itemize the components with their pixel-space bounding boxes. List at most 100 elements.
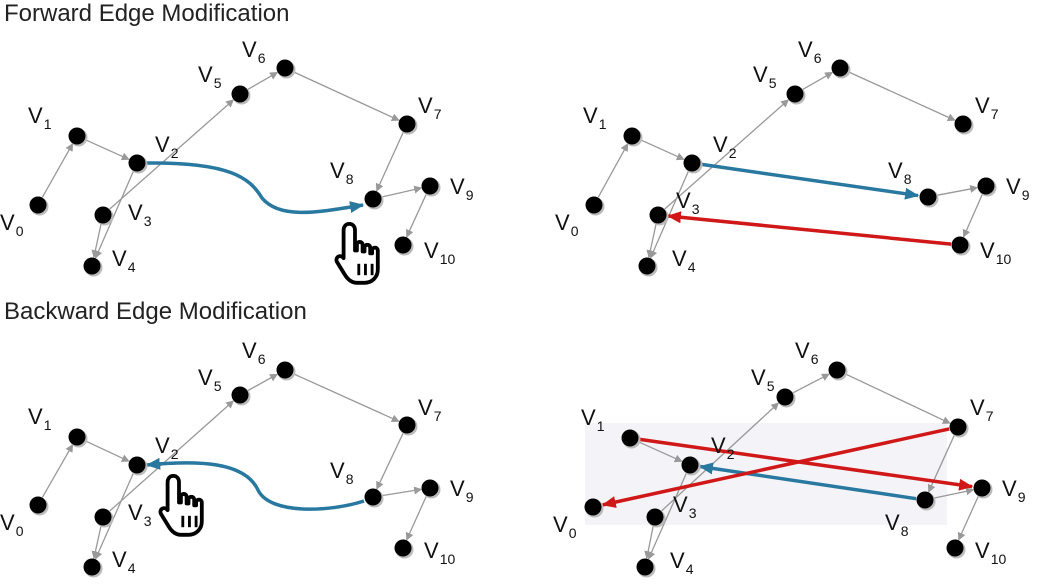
forward-before-node-v9: [421, 177, 439, 195]
forward-after-node-v7: [954, 115, 972, 133]
forward-before-edge-v7-v8: [375, 131, 404, 192]
forward-before-label-v2: V2: [155, 132, 179, 161]
backward-after-node-v7: [949, 418, 967, 436]
backward-before-edge-v6-v7: [292, 373, 400, 423]
forward-after-label-v1: V1: [583, 103, 607, 132]
backward-before-label-v3: V3: [128, 500, 152, 529]
backward-after-node-v10: [946, 539, 964, 557]
backward-before-node-v8: [364, 488, 382, 506]
pointer-hand-icon: [158, 473, 204, 537]
backward-after-label-v6: V6: [795, 338, 819, 367]
forward-after-node-v4: [638, 257, 656, 275]
forward-before-label-v6: V6: [242, 37, 266, 66]
forward-after-edge-v3-v4: [646, 223, 657, 259]
forward-before-node-v1: [68, 127, 86, 145]
backward-after-label-v2: V2: [711, 433, 735, 462]
backward-before-label-v10: V10: [424, 538, 455, 567]
backward-after-edge-v1-v2: [637, 441, 683, 463]
backward-after-edge-v3-v5: [661, 402, 780, 512]
backward-after-node-v0: [584, 498, 602, 516]
backward-after-label-v3: V3: [673, 492, 697, 521]
forward-before-label-v5: V5: [198, 62, 222, 91]
forward-after-label-v5: V5: [753, 62, 777, 91]
forward-before-modified-edge: [145, 161, 364, 215]
forward-before-edge-v9-v10: [406, 193, 427, 238]
backward-before-label-v7: V7: [418, 395, 442, 424]
backward-after-label-v5: V5: [751, 365, 775, 394]
forward-after-edge-v9-v10: [962, 193, 983, 238]
backward-after-modified-edge: [698, 462, 917, 501]
backward-after-reversed-edge-v1-v9: [638, 437, 974, 491]
forward-before-edge-v8-v9: [381, 185, 423, 198]
forward-after-node-v1: [623, 127, 641, 145]
backward-before-node-v2: [128, 456, 146, 474]
forward-after-node-v6: [831, 59, 849, 77]
forward-before-label-v9: V9: [450, 174, 474, 203]
backward-before-label-v5: V5: [198, 365, 222, 394]
forward-before-edge-v1-v2: [84, 139, 130, 161]
backward-before-edge-v5-v6: [247, 373, 279, 392]
backward-before-edge-v7-v8: [376, 432, 404, 490]
backward-after-edge-v8-v9: [933, 487, 975, 499]
backward-after-edge-v9-v10: [957, 495, 979, 541]
forward-before-edge-v6-v7: [292, 71, 400, 121]
forward-after-reversed-edge: [666, 211, 952, 246]
forward-after-label-v0: V0: [555, 210, 579, 239]
backward-after-label-v7: V7: [970, 395, 994, 424]
forward-before-edge-v2-v4: [94, 170, 134, 259]
forward-before-label-v3: V3: [128, 200, 152, 229]
backward-after-node-v2: [681, 456, 699, 474]
backward-before-node-v1: [68, 428, 86, 446]
backward-after-label-v8: V8: [885, 510, 909, 539]
forward-before-edge-v3-v5: [109, 99, 235, 210]
backward-after-label-v4: V4: [670, 548, 694, 577]
backward-after-node-v9: [973, 479, 991, 497]
backward-after-edge-v5-v6: [792, 373, 830, 394]
forward-after-node-v9: [977, 177, 995, 195]
backward-after-node-v5: [776, 388, 794, 406]
forward-before-label-v4: V4: [112, 246, 136, 275]
forward-before-label-v8: V8: [330, 158, 354, 187]
backward-before-edge-v8-v9: [381, 486, 423, 497]
forward-before-node-v4: [83, 257, 101, 275]
forward-after-node-v8: [919, 188, 937, 206]
forward-after-label-v3: V3: [676, 188, 700, 217]
backward-after-node-v6: [828, 361, 846, 379]
forward-after-edge-v8-v9: [936, 185, 979, 196]
forward-after-label-v9: V9: [1006, 174, 1030, 203]
forward-after-label-v8: V8: [888, 158, 912, 187]
forward-before-edge-v3-v4: [91, 223, 102, 259]
forward-title: Forward Edge Modification: [4, 0, 290, 27]
forward-after-edge-v0-v1: [597, 143, 629, 198]
backward-after-label-v1: V1: [581, 405, 605, 434]
forward-before-label-v1: V1: [28, 103, 52, 132]
forward-before-node-v10: [394, 236, 412, 254]
forward-after-modified-edge: [700, 162, 920, 200]
backward-title: Backward Edge Modification: [4, 298, 307, 325]
backward-before-node-v7: [398, 416, 416, 434]
backward-before-node-v3: [94, 508, 112, 526]
backward-after-edge-v6-v7: [844, 373, 951, 424]
backward-before-edge-v2-v4: [94, 472, 134, 560]
backward-before-label-v0: V0: [0, 510, 24, 539]
backward-before-node-v0: [29, 496, 47, 514]
backward-after-edge-v3-v4: [644, 525, 654, 560]
backward-before-node-v4: [83, 558, 101, 576]
forward-before-label-v0: V0: [0, 210, 24, 239]
backward-before-label-v6: V6: [242, 338, 266, 367]
backward-after-node-v3: [646, 508, 664, 526]
forward-after-node-v10: [951, 236, 969, 254]
backward-before-edge-v0-v1: [41, 443, 74, 498]
forward-before-label-v10: V10: [424, 238, 455, 267]
backward-before-label-v1: V1: [28, 404, 52, 433]
forward-after-label-v6: V6: [798, 37, 822, 66]
backward-before-node-v10: [394, 539, 412, 557]
forward-before-node-v0: [29, 196, 47, 214]
forward-after-edge-v6-v7: [847, 71, 956, 122]
forward-before-node-v2: [128, 154, 146, 172]
forward-after-node-v5: [786, 85, 804, 103]
forward-after-node-v2: [683, 154, 701, 172]
forward-before-node-v3: [94, 206, 112, 224]
backward-before-label-v4: V4: [112, 547, 136, 576]
